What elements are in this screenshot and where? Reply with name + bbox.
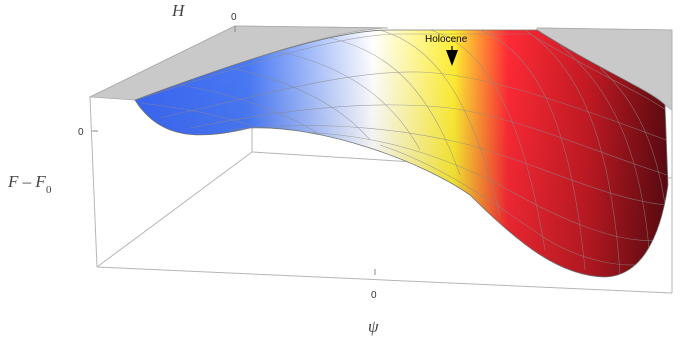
- y-tick-zero: 0: [231, 12, 237, 23]
- svg-text:F – F: F – F: [7, 172, 46, 191]
- holocene-arrow-head: [446, 50, 458, 66]
- svg-text:0: 0: [46, 184, 52, 196]
- x-tick-zero: 0: [371, 290, 377, 301]
- free-energy-surface: [134, 29, 669, 278]
- z-axis-label: F – F 0: [7, 172, 52, 196]
- z-tick-zero: 0: [78, 127, 84, 138]
- holocene-annotation: Holocene: [425, 34, 468, 66]
- x-axis-label: ψ: [368, 317, 379, 336]
- holocene-label: Holocene: [425, 34, 468, 45]
- surface-mesh: [135, 30, 668, 276]
- bounding-box-front: [89, 96, 673, 294]
- y-axis-label: H: [171, 1, 186, 20]
- axis-ticks: [92, 26, 376, 275]
